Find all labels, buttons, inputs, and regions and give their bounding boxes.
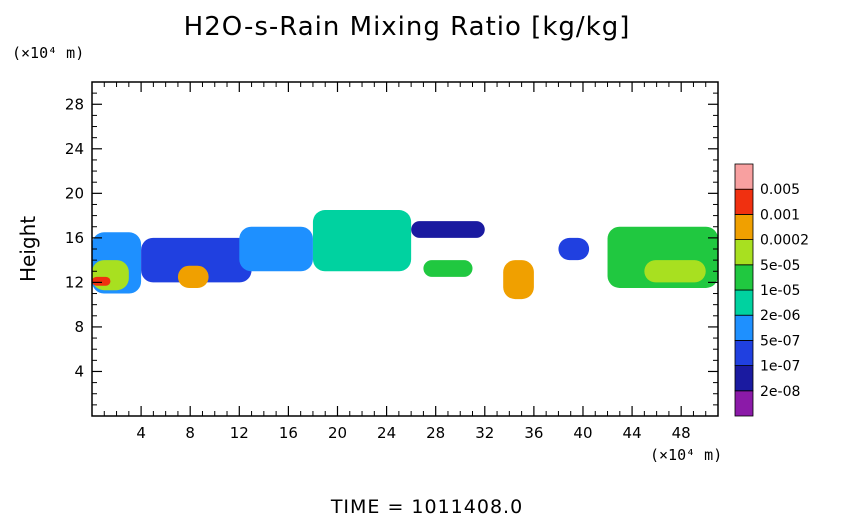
field-cell-2 — [92, 276, 111, 286]
field-cell-7 — [411, 221, 485, 238]
x-tick-label: 48 — [672, 424, 691, 442]
x-tick-label: 32 — [475, 424, 494, 442]
field-cell-12 — [644, 260, 706, 283]
field-cell-6 — [312, 210, 412, 272]
y-axis-unit: (×10⁴ m) — [12, 44, 85, 62]
colorbar-label-5: 5e-05 — [760, 258, 800, 274]
colorbar-label-1: 1e-07 — [760, 359, 800, 375]
x-tick-label: 16 — [279, 424, 298, 442]
x-tick-label: 28 — [426, 424, 445, 442]
colorbar-swatch-9 — [734, 163, 754, 190]
x-tick-label: 44 — [623, 424, 642, 442]
colorbar-label-6: 0.0002 — [760, 233, 809, 249]
chart-title: H2O-s-Rain Mixing Ratio [kg/kg] — [183, 12, 631, 42]
colorbar-swatch-3 — [734, 314, 754, 341]
colorbar-swatch-6 — [734, 239, 754, 266]
field-cell-5 — [239, 226, 313, 272]
x-tick-label: 24 — [377, 424, 396, 442]
x-tick-label: 4 — [136, 424, 146, 442]
colorbar-swatch-4 — [734, 289, 754, 316]
x-tick-label: 40 — [573, 424, 592, 442]
field-cell-3 — [141, 237, 252, 283]
x-tick-label: 36 — [524, 424, 543, 442]
y-tick-label: 16 — [65, 229, 84, 247]
x-tick-label: 20 — [328, 424, 347, 442]
colorbar-swatch-0 — [734, 390, 754, 417]
colorbar-label-7: 0.001 — [760, 207, 800, 223]
colorbar-label-0: 2e-08 — [760, 384, 800, 400]
y-tick-label: 24 — [65, 140, 84, 158]
colorbar-label-4: 1e-05 — [760, 283, 800, 299]
colorbar-swatch-8 — [734, 188, 754, 215]
colorbar-label-8: 0.005 — [760, 182, 800, 198]
field-cell-4 — [177, 265, 209, 288]
colorbar-swatch-2 — [734, 339, 754, 366]
colorbar-swatch-7 — [734, 213, 754, 240]
colorbar-swatch-5 — [734, 264, 754, 291]
field-cell-10 — [558, 237, 590, 261]
colorbar-label-3: 2e-06 — [760, 308, 800, 324]
time-label: TIME = 1011408.0 — [330, 496, 524, 518]
colorbar-swatch-1 — [734, 365, 754, 392]
x-axis-unit: (×10⁴ m) — [650, 446, 723, 464]
y-tick-label: 12 — [65, 273, 84, 291]
y-tick-label: 4 — [74, 362, 84, 380]
y-tick-label: 8 — [74, 318, 84, 336]
x-tick-label: 8 — [185, 424, 195, 442]
field-cell-9 — [503, 260, 534, 300]
y-tick-label: 28 — [65, 95, 84, 113]
x-tick-label: 12 — [230, 424, 249, 442]
field-cell-8 — [423, 260, 473, 277]
colorbar-label-2: 5e-07 — [760, 333, 800, 349]
y-tick-label: 20 — [65, 184, 84, 202]
